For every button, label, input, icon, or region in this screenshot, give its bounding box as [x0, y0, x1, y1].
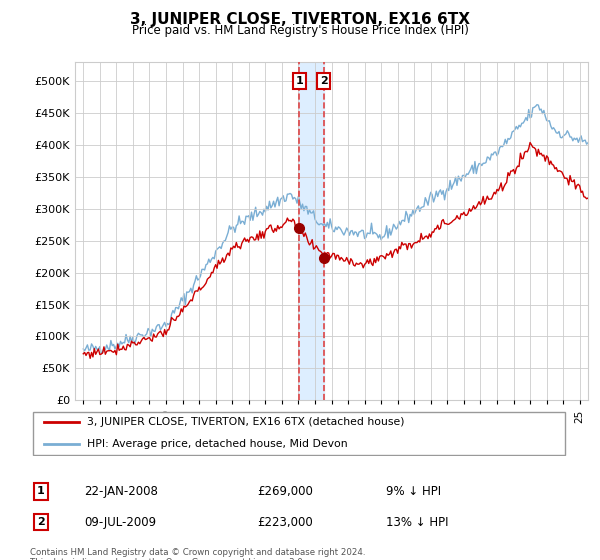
Text: £269,000: £269,000 — [257, 485, 313, 498]
Text: 1: 1 — [296, 76, 303, 86]
Text: 09-JUL-2009: 09-JUL-2009 — [84, 516, 156, 529]
Text: 2: 2 — [37, 517, 44, 528]
Text: 13% ↓ HPI: 13% ↓ HPI — [386, 516, 449, 529]
FancyBboxPatch shape — [33, 412, 565, 455]
Text: 9% ↓ HPI: 9% ↓ HPI — [386, 485, 442, 498]
Text: 2: 2 — [320, 76, 328, 86]
Text: Price paid vs. HM Land Registry's House Price Index (HPI): Price paid vs. HM Land Registry's House … — [131, 24, 469, 36]
Text: 3, JUNIPER CLOSE, TIVERTON, EX16 6TX: 3, JUNIPER CLOSE, TIVERTON, EX16 6TX — [130, 12, 470, 27]
Text: £223,000: £223,000 — [257, 516, 313, 529]
Text: 22-JAN-2008: 22-JAN-2008 — [84, 485, 158, 498]
Bar — [299, 62, 323, 400]
Text: Contains HM Land Registry data © Crown copyright and database right 2024.
This d: Contains HM Land Registry data © Crown c… — [30, 548, 365, 560]
Text: 1: 1 — [37, 487, 44, 497]
Text: 3, JUNIPER CLOSE, TIVERTON, EX16 6TX (detached house): 3, JUNIPER CLOSE, TIVERTON, EX16 6TX (de… — [86, 417, 404, 427]
Text: HPI: Average price, detached house, Mid Devon: HPI: Average price, detached house, Mid … — [86, 439, 347, 449]
